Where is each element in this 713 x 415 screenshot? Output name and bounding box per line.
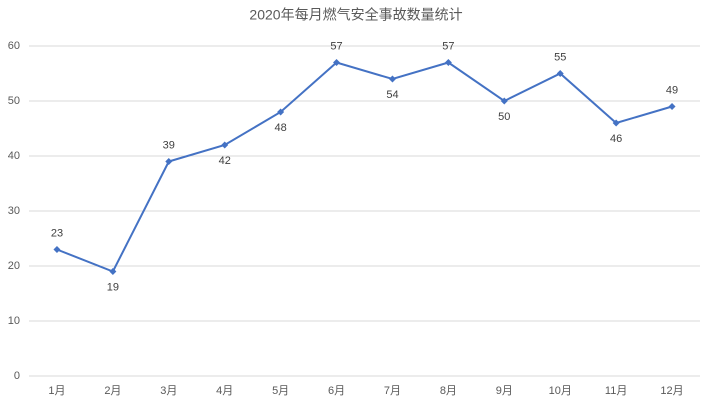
data-label: 50 (498, 111, 510, 123)
marker (165, 158, 173, 165)
x-tick-label: 5月 (272, 385, 289, 397)
data-label: 54 (386, 89, 398, 101)
x-tick-label: 1月 (48, 385, 65, 397)
y-tick-label: 50 (8, 95, 20, 107)
y-tick-label: 10 (8, 315, 20, 327)
data-label: 42 (219, 155, 231, 167)
data-label: 48 (275, 122, 287, 134)
data-label: 57 (442, 40, 454, 52)
data-label: 46 (610, 133, 622, 145)
data-label: 19 (107, 281, 119, 293)
marker (277, 108, 285, 116)
line (56, 61, 673, 273)
marker (388, 75, 396, 83)
marker (556, 70, 564, 77)
data-label: 55 (554, 51, 566, 63)
marker (333, 59, 341, 66)
x-tick-label: 7月 (384, 385, 401, 397)
x-tick-label: 2月 (104, 385, 121, 397)
x-tick-label: 11月 (605, 385, 627, 397)
marker (444, 59, 452, 66)
x-tick-label: 8月 (440, 385, 457, 397)
y-tick-label: 20 (8, 260, 20, 272)
marker (221, 141, 229, 149)
x-tick-label: 3月 (160, 385, 177, 397)
x-tick-label: 12月 (660, 385, 683, 397)
y-tick-label: 60 (8, 40, 20, 52)
marker (612, 119, 620, 127)
y-tick-label: 30 (8, 205, 20, 217)
marker (109, 268, 117, 275)
data-label: 23 (51, 227, 63, 239)
y-tick-label: 40 (8, 150, 20, 162)
x-tick-label: 10月 (549, 385, 572, 397)
marker (668, 103, 676, 110)
x-tick-label: 9月 (496, 385, 513, 397)
x-tick-label: 4月 (216, 385, 233, 397)
y-tick-label: 0 (14, 370, 20, 382)
data-label: 39 (163, 139, 175, 151)
data-label: 57 (330, 40, 342, 52)
marker (500, 97, 508, 105)
marker (53, 246, 61, 253)
data-label: 49 (666, 84, 678, 96)
chart-title: 2020年每月燃气安全事故数量统计 (249, 7, 462, 23)
x-tick-label: 6月 (328, 385, 345, 397)
